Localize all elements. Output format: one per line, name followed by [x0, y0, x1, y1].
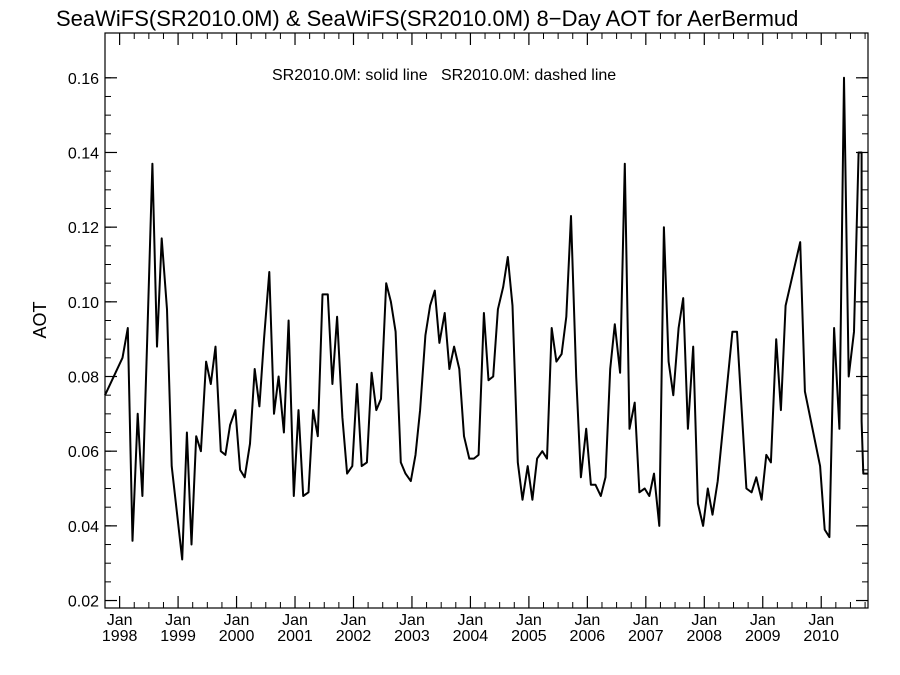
- x-tick-year-label: 2000: [219, 628, 255, 645]
- y-tick-label: 0.16: [68, 71, 99, 88]
- x-tick-month-label: Jan: [633, 612, 659, 629]
- y-axis-label: AOT: [30, 301, 50, 338]
- y-tick-label: 0.06: [68, 444, 99, 461]
- x-tick-year-label: 2002: [336, 628, 372, 645]
- x-tick-year-label: 2001: [277, 628, 313, 645]
- y-tick-label: 0.14: [68, 145, 99, 162]
- x-tick-year-label: 2008: [686, 628, 722, 645]
- y-tick-label: 0.04: [68, 519, 99, 536]
- x-tick-month-label: Jan: [224, 612, 250, 629]
- x-tick-year-label: 1998: [102, 628, 138, 645]
- x-tick-year-label: 2003: [394, 628, 430, 645]
- x-tick-year-label: 2006: [570, 628, 606, 645]
- x-tick-month-label: Jan: [808, 612, 834, 629]
- x-tick-year-label: 2007: [628, 628, 664, 645]
- x-tick-year-label: 1999: [160, 628, 196, 645]
- x-tick-month-label: Jan: [516, 612, 542, 629]
- plot-area-frame: [104, 32, 869, 609]
- x-tick-month-label: Jan: [341, 612, 367, 629]
- x-tick-year-label: 2004: [453, 628, 489, 645]
- x-tick-year-label: 2005: [511, 628, 547, 645]
- x-tick-month-label: Jan: [399, 612, 425, 629]
- x-tick-month-label: Jan: [165, 612, 191, 629]
- legend-label: SR2010.0M: solid line SR2010.0M: dashed …: [272, 67, 616, 84]
- y-tick-label: 0.12: [68, 220, 99, 237]
- x-axis: Jan1998Jan1999Jan2000Jan2001Jan2002Jan20…: [102, 33, 866, 645]
- chart-title: SeaWiFS(SR2010.0M) & SeaWiFS(SR2010.0M) …: [56, 6, 798, 31]
- y-tick-label: 0.10: [68, 295, 99, 312]
- y-axis: 0.02 0.04 0.06 0.08 0.10 0.12 0.14 0.16: [68, 71, 868, 611]
- y-tick-label: 0.08: [68, 370, 99, 387]
- x-tick-month-label: Jan: [574, 612, 600, 629]
- series-layer: [104, 76, 868, 561]
- x-tick-month-label: Jan: [107, 612, 133, 629]
- x-tick-month-label: Jan: [750, 612, 776, 629]
- x-tick-month-label: Jan: [458, 612, 484, 629]
- series-line-solid: [104, 76, 868, 561]
- x-tick-month-label: Jan: [691, 612, 717, 629]
- x-tick-year-label: 2010: [803, 628, 839, 645]
- x-tick-year-label: 2009: [745, 628, 781, 645]
- y-tick-label: 0.02: [68, 594, 99, 611]
- x-tick-month-label: Jan: [282, 612, 308, 629]
